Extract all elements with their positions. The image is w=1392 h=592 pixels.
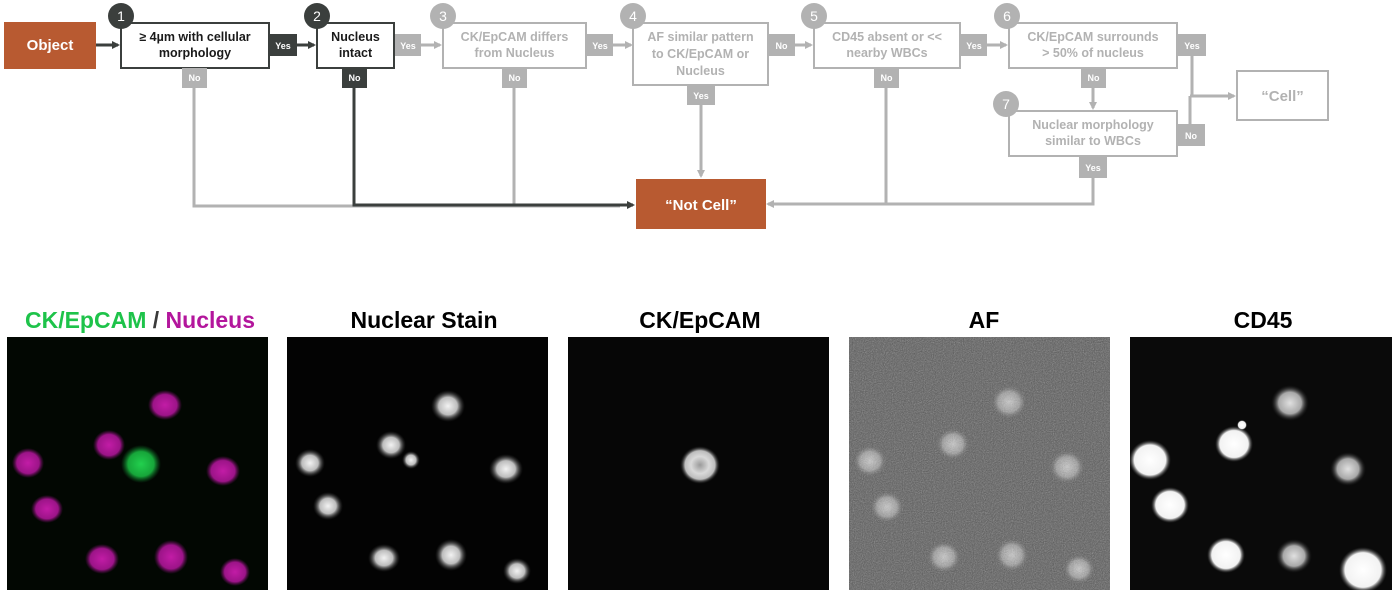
step-6-line-2: > 50% of nucleus	[1042, 46, 1144, 60]
arrow-step2-no-to-notcell	[352, 87, 635, 209]
step-6-no-tag: No	[1088, 73, 1100, 83]
step-3-number: 3	[439, 8, 447, 24]
cell-label: “Cell”	[1261, 88, 1304, 105]
step-5-line-2: nearby WBCs	[846, 46, 927, 60]
step-4: AF similar pattern to CK/EpCAM or Nucleu…	[620, 3, 795, 105]
step-1-yes-tag: Yes	[275, 41, 291, 51]
step-5: CD45 absent or << nearby WBCs 5 Yes No	[801, 3, 987, 88]
step-2-yes-tag: Yes	[400, 41, 416, 51]
path-step1-no	[192, 87, 354, 208]
step-3: CK/EpCAM differs from Nucleus 3 Yes No	[430, 3, 613, 88]
step-6: CK/EpCAM surrounds > 50% of nucleus 6 Ye…	[994, 3, 1206, 88]
step-4-no-tag: No	[776, 41, 788, 51]
decision-flowchart: Object ≥ 4µm with cellular morphology 1 …	[4, 3, 1329, 229]
step-5-line-1: CD45 absent or <<	[832, 30, 942, 44]
step-2-line-2: intact	[339, 46, 373, 60]
panel-af-image	[849, 337, 1110, 590]
step-1-line-2: morphology	[159, 46, 231, 60]
arrow-step7-yes-to-notcell	[766, 176, 1095, 208]
step-7-line-2: similar to WBCs	[1045, 134, 1141, 148]
step-1-number: 1	[117, 8, 125, 24]
panel-title-nuclear: Nuclear Stain	[350, 307, 498, 333]
title-separator: /	[146, 307, 166, 333]
panel-cd45-image	[1130, 337, 1392, 590]
title-nucleus-part: Nucleus	[165, 307, 256, 333]
panel-merged-image	[7, 337, 268, 590]
step-5-no-tag: No	[881, 73, 893, 83]
step-4-line-1: AF similar pattern	[647, 30, 753, 44]
panel-title-cd45: CD45	[1233, 307, 1293, 333]
step-4-line-2: to CK/EpCAM or	[652, 47, 749, 61]
step-7-no-tag: No	[1185, 131, 1197, 141]
step-2: Nucleus intact 2 Yes No	[304, 3, 421, 88]
step-3-no-tag: No	[509, 73, 521, 83]
step-2-number: 2	[313, 8, 321, 24]
not-cell-label: “Not Cell”	[665, 197, 737, 214]
af-noise-texture	[849, 337, 1110, 590]
step-1: ≥ 4µm with cellular morphology 1 Yes No	[108, 3, 297, 88]
start-object-label: Object	[27, 37, 74, 54]
step-1-no-tag: No	[189, 73, 201, 83]
terminal-not-cell: “Not Cell”	[636, 179, 766, 229]
step-7-line-1: Nuclear morphology	[1032, 118, 1154, 132]
step-4-line-3: Nucleus	[676, 64, 725, 78]
step-3-line-1: CK/EpCAM differs	[461, 30, 569, 44]
panel-title-merged: CK/EpCAM / Nucleus	[9, 307, 271, 334]
step-2-no-tag: No	[349, 73, 361, 83]
terminal-cell: “Cell”	[1236, 70, 1329, 121]
step-7: Nuclear morphology similar to WBCs 7 No …	[993, 91, 1205, 178]
step-6-line-1: CK/EpCAM surrounds	[1027, 30, 1158, 44]
panel-title-ckepcam: CK/EpCAM	[639, 307, 761, 333]
step-2-line-1: Nucleus	[331, 30, 380, 44]
step-5-number: 5	[810, 8, 818, 24]
nuclear-cells	[295, 390, 531, 584]
step-6-yes-tag: Yes	[1184, 41, 1200, 51]
step-4-number: 4	[629, 8, 637, 24]
step-3-line-2: from Nucleus	[475, 46, 555, 60]
panel-nuclear-image	[287, 337, 548, 590]
step-1-line-1: ≥ 4µm with cellular	[139, 30, 250, 44]
start-object: Object	[4, 22, 96, 69]
title-ckepcam-part: CK/EpCAM	[24, 307, 147, 333]
step-5-yes-tag: Yes	[966, 41, 982, 51]
merged-cells	[12, 390, 250, 586]
step-3-yes-tag: Yes	[592, 41, 608, 51]
panel-ckepcam-image	[568, 337, 829, 590]
ckepcam-cell	[680, 446, 720, 484]
cd45-cells	[1130, 385, 1387, 590]
step-7-yes-tag: Yes	[1085, 163, 1101, 173]
connectors	[96, 41, 1236, 209]
step-4-yes-tag: Yes	[693, 91, 709, 101]
step-6-number: 6	[1003, 8, 1011, 24]
step-7-number: 7	[1002, 96, 1010, 112]
panel-title-af: AF	[968, 307, 1000, 333]
